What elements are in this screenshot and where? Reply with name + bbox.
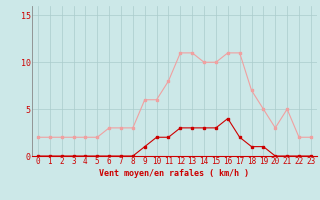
X-axis label: Vent moyen/en rafales ( km/h ): Vent moyen/en rafales ( km/h ) <box>100 169 249 178</box>
